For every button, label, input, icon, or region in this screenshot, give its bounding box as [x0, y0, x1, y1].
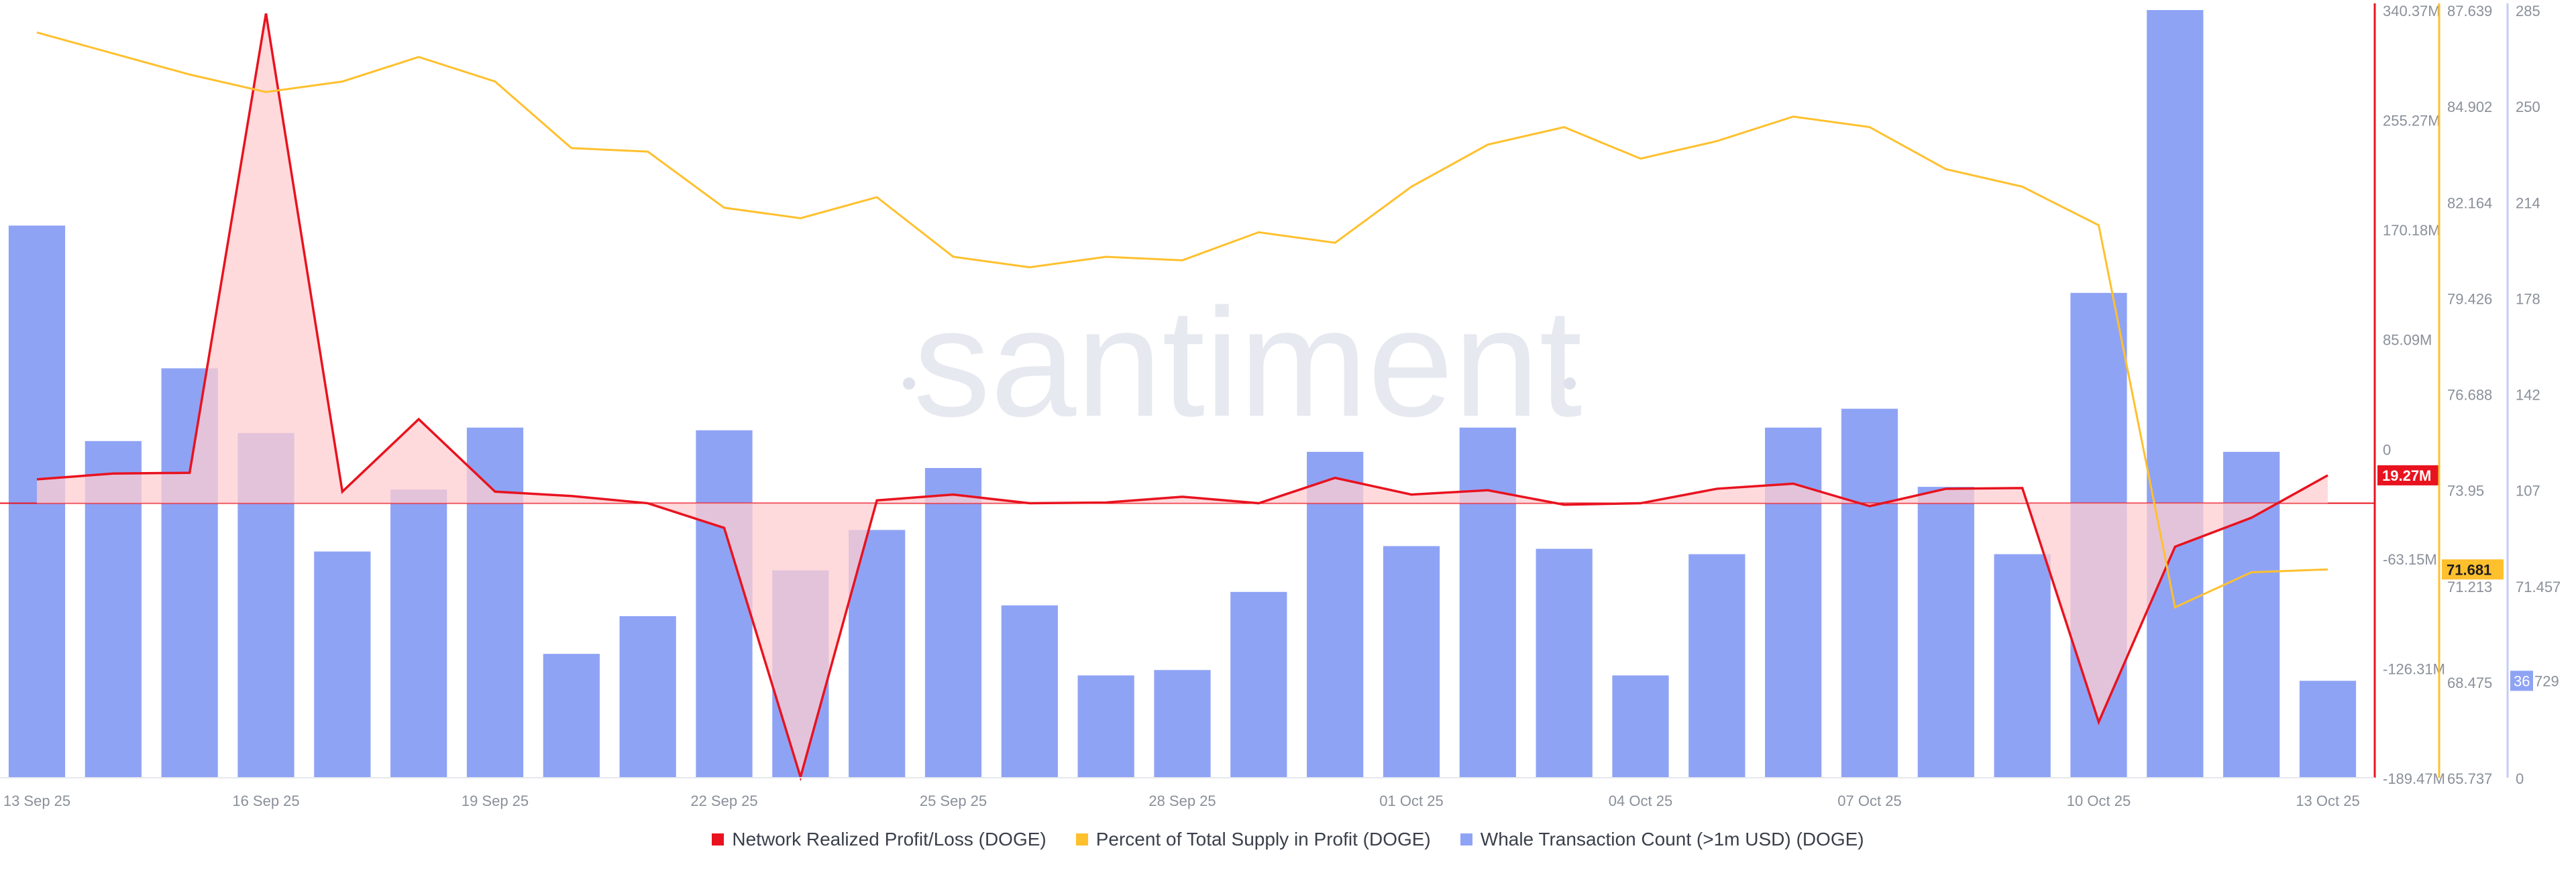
axis-tick-label: 85.09M [2383, 332, 2432, 349]
legend-label: Network Realized Profit/Loss (DOGE) [732, 829, 1046, 850]
axis-tick-label: 73.95 [2447, 483, 2484, 500]
supply-series [36, 31, 2328, 609]
x-tick-label: 07 Oct 25 [1837, 793, 1901, 809]
x-tick-label: 01 Oct 25 [1379, 793, 1443, 809]
axis-tick-label: 87.639 [2447, 3, 2492, 19]
axis-pnl: 340.37M 255.27M 170.18M 85.09M 0 -63.15M -126.… [2373, 3, 2445, 787]
x-tick-label: 19 Sep 25 [462, 793, 529, 809]
whale-bar [1154, 670, 1211, 778]
whale-bar [543, 654, 600, 778]
axis-tick-label: 214 [2516, 194, 2540, 211]
x-tick-label: 04 Oct 25 [1609, 793, 1672, 809]
axis-tick-label: 178 [2516, 290, 2540, 307]
whale-bar [696, 430, 753, 778]
supply-line [36, 31, 2328, 609]
watermark: santiment [913, 276, 1582, 449]
axis-supply: 87.639 84.902 82.164 79.426 76.688 73.95 71.21… [2438, 3, 2504, 787]
axis-tick-label: 250 [2516, 99, 2540, 115]
watermark-dot-right [1564, 377, 1576, 390]
whale-bar [1459, 427, 1516, 778]
whale-bar [1001, 605, 1058, 778]
whale-bar [1307, 451, 1364, 778]
whale-bar [1077, 675, 1134, 778]
square-icon [712, 833, 724, 845]
whale-bar [390, 489, 447, 778]
pnl-line [36, 13, 2328, 782]
square-icon [1460, 833, 1472, 845]
axis-tick-label: 84.902 [2447, 99, 2492, 115]
whale-bar [2147, 10, 2204, 778]
axis-tick-label: 255.27M [2383, 113, 2440, 129]
whale-bar [1917, 487, 1974, 778]
x-tick-label: 28 Sep 25 [1148, 793, 1216, 809]
axis-tick-label: 65.737 [2447, 770, 2492, 787]
legend-item-pnl[interactable]: Network Realized Profit/Loss (DOGE) [712, 829, 1046, 850]
supply-current-badge: 71.681 [2447, 561, 2491, 578]
watermark-dot-left [903, 377, 915, 390]
axis-tick-label: -189.47M [2383, 770, 2445, 787]
legend-item-supply[interactable]: Percent of Total Supply in Profit (DOGE) [1075, 829, 1431, 850]
axis-tick-label: 71.457 [2516, 579, 2561, 595]
axis-tick-label: 340.37M [2383, 3, 2440, 19]
axis-tick-label: 0 [2383, 441, 2391, 458]
axis-tick-label: 71.213 [2447, 579, 2492, 595]
axis-tick-label: -126.31M [2383, 660, 2445, 677]
pnl-series [0, 13, 2375, 782]
pnl-current-badge-bg [2377, 465, 2439, 485]
x-tick-label: 13 Oct 25 [2296, 793, 2359, 809]
axis-tick-label: 76.688 [2447, 387, 2492, 404]
whale-bar [2299, 681, 2357, 778]
whale-bar [924, 467, 982, 778]
axis-tick-label: 0 [2516, 770, 2524, 787]
whale-bar [1994, 554, 2051, 778]
axis-tick-label: 170.18M [2383, 222, 2440, 239]
whale-current-badge: 36 [2514, 673, 2530, 689]
legend-label: Percent of Total Supply in Profit (DOGE) [1095, 829, 1431, 850]
whale-current-suffix: 729 [2534, 673, 2559, 689]
whale-bar [314, 551, 371, 778]
supply-current-badge-bg [2442, 559, 2504, 580]
x-tick-label: 10 Oct 25 [2067, 793, 2131, 809]
x-tick-label: 13 Sep 25 [3, 793, 70, 809]
whale-bar [2223, 451, 2280, 778]
x-tick-label: 22 Sep 25 [690, 793, 757, 809]
axis-tick-label: 285 [2516, 3, 2540, 19]
square-icon [1075, 833, 1088, 845]
legend-label: Whale Transaction Count (>1m USD) (DOGE) [1480, 829, 1864, 850]
whale-bar [1383, 546, 1440, 778]
axis-tick-label: 68.475 [2447, 675, 2492, 691]
pnl-area-fill [37, 13, 2328, 777]
whale-bar [1612, 675, 1669, 778]
whale-bar [619, 616, 676, 778]
legend: Network Realized Profit/Loss (DOGE) Perc… [0, 823, 2576, 856]
axis-tick-label: 79.426 [2447, 290, 2492, 307]
whale-bar [1230, 591, 1287, 778]
whale-bar [1688, 554, 1746, 778]
whale-bar [1765, 427, 1822, 778]
axis-tick-label: 107 [2516, 483, 2540, 500]
whale-bar [1841, 408, 1898, 778]
x-tick-label: 16 Sep 25 [232, 793, 299, 809]
pnl-current-badge: 19.27M [2382, 467, 2431, 484]
x-tick-label: 25 Sep 25 [920, 793, 987, 809]
axis-tick-label: 142 [2516, 387, 2540, 404]
x-axis: 13 Sep 25 16 Sep 25 19 Sep 25 22 Sep 25 25 S… [0, 777, 2375, 809]
legend-item-whale[interactable]: Whale Transaction Count (>1m USD) (DOGE) [1460, 829, 1864, 850]
axis-tick-label: -63.15M [2383, 551, 2437, 568]
whale-bar [1536, 548, 1593, 778]
whale-current-badge-bg [2510, 670, 2533, 691]
axis-tick-label: 82.164 [2447, 194, 2492, 211]
